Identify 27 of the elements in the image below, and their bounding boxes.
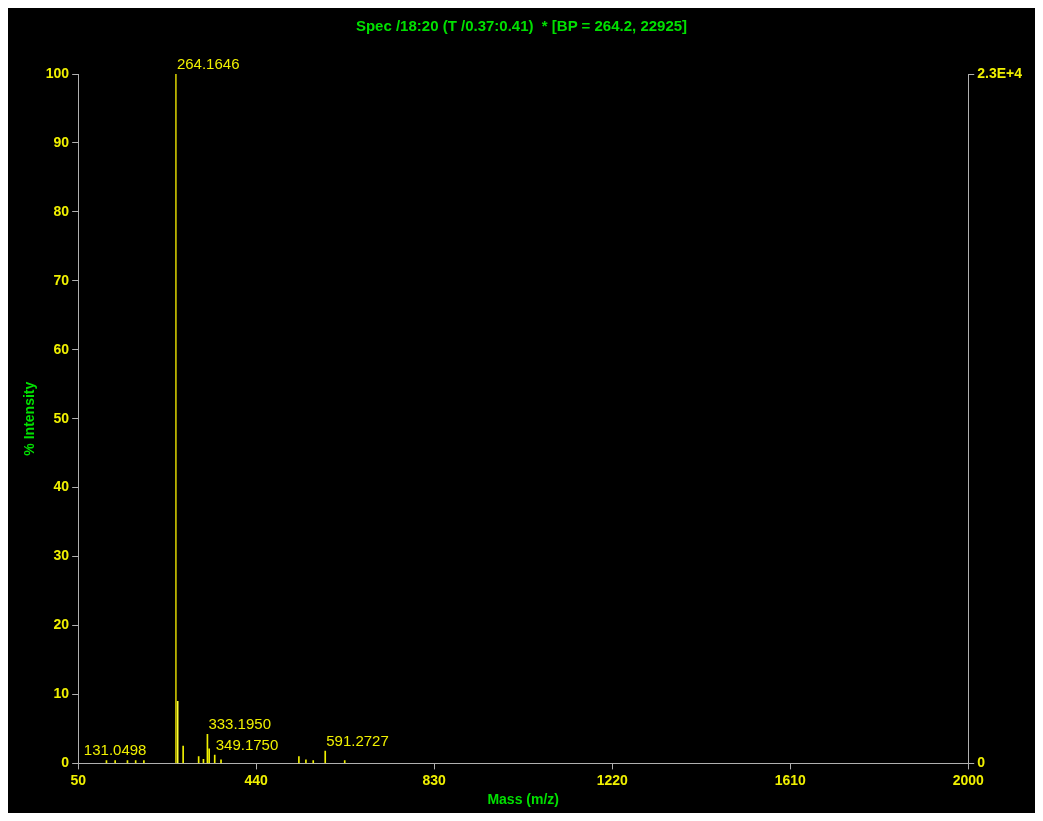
annotation: 333.1950 [208,715,271,733]
annotation: 131.0498 [83,741,147,759]
x-tick-label: 1610 [774,771,806,788]
y-tick-label: 80 [53,202,70,219]
annotation: 591.2727 [326,731,389,749]
x-tick-label: 1220 [596,771,628,788]
y-tick-label: 100 [45,64,70,81]
y2-tick-label: 0 [977,754,986,771]
y-tick-label: 90 [53,133,70,150]
annotation: 264.1646 [176,54,240,72]
y-tick-label: 0 [61,754,70,771]
y-tick-label: 60 [53,340,70,357]
y-tick-label: 50 [53,409,70,426]
x-tick-label: 50 [70,771,87,788]
x-axis-title: Mass (m/z) [487,791,559,808]
chart-title: Spec /18:20 (T /0.37:0.41) * [BP = 264.2, 22925] [355,17,688,35]
x-tick-label: 440 [244,771,269,788]
y-tick-label: 30 [53,547,70,564]
y-tick-label: 70 [53,271,70,288]
x-tick-label: 830 [422,771,447,788]
y2-tick-label: 2.3E+4 [977,64,1023,81]
annotation: 349.1750 [215,735,279,753]
x-tick-label: 2000 [952,771,985,788]
y-axis-title: % Intensity [21,381,38,456]
y-tick-label: 40 [53,478,70,495]
y-tick-label: 10 [53,685,70,702]
y-tick-label: 20 [53,616,70,633]
